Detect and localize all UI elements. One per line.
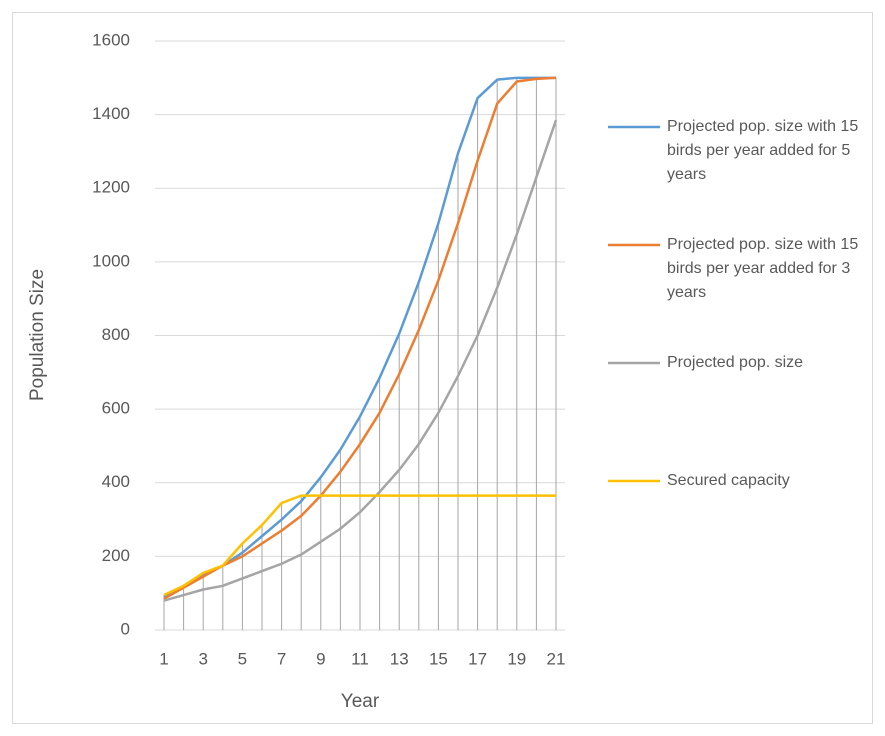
y-tick-label: 400 [102,472,130,491]
y-tick-label: 200 [102,546,130,565]
y-tick-label: 1400 [92,104,130,123]
legend-label: Projected pop. size [667,354,804,371]
y-tick-label: 1200 [92,178,130,197]
series-line [163,494,556,597]
x-tick-label: 11 [351,649,369,668]
x-tick-label: 5 [238,649,247,668]
legend-label: Projected pop. size with 15 birds per ye… [667,118,859,183]
y-tick-label: 1000 [92,251,130,270]
x-tick-label: 17 [468,649,487,668]
legend-label: Projected pop. size with 15 birds per ye… [667,236,859,301]
x-tick-label: 1 [159,649,168,668]
series-line [163,76,557,600]
chart-border [12,12,873,724]
y-axis-title: Population Size [27,269,48,401]
x-tick-label: 21 [547,649,566,668]
x-tick-label: 7 [277,649,286,668]
y-tick-label: 600 [102,399,130,418]
x-tick-label: 13 [390,649,409,668]
x-tick-label: 9 [316,649,325,668]
y-tick-label: 0 [121,619,130,638]
y-tick-label: 800 [102,325,130,344]
x-axis-title: Year [341,691,380,712]
x-tick-label: 19 [507,649,526,668]
legend-label: Secured capacity [667,472,790,489]
y-tick-label: 1600 [92,30,130,49]
x-tick-label: 15 [429,649,448,668]
series-line [163,119,558,602]
x-tick-label: 3 [198,649,207,668]
